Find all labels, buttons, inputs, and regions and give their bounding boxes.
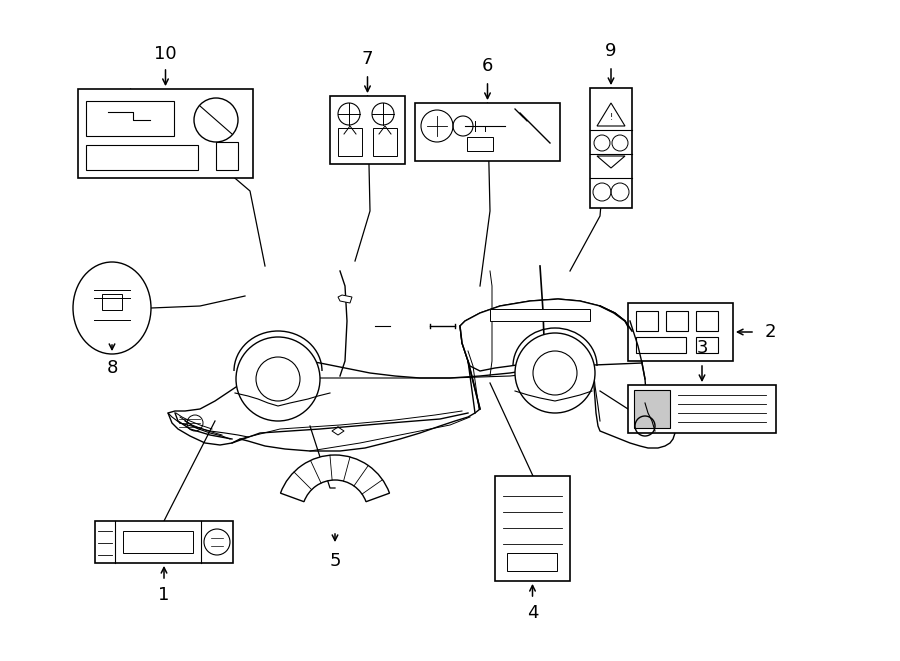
Bar: [415, 103, 560, 161]
Bar: [636, 337, 686, 353]
Bar: [628, 385, 776, 433]
Circle shape: [533, 351, 577, 395]
Text: 8: 8: [106, 359, 118, 377]
Circle shape: [256, 357, 300, 401]
Bar: [86, 145, 198, 170]
Wedge shape: [281, 455, 390, 502]
Bar: [338, 128, 362, 156]
Text: !: !: [609, 114, 613, 122]
Bar: [330, 96, 405, 164]
Polygon shape: [168, 299, 675, 451]
Circle shape: [236, 337, 320, 421]
Bar: [495, 476, 570, 581]
Bar: [590, 88, 632, 208]
Bar: [467, 137, 493, 151]
Bar: [666, 311, 688, 331]
Bar: [507, 553, 557, 571]
Text: 3: 3: [697, 339, 707, 357]
Ellipse shape: [73, 262, 151, 354]
Polygon shape: [460, 299, 642, 371]
Bar: [696, 337, 718, 353]
Text: 6: 6: [482, 57, 493, 75]
Bar: [216, 142, 238, 170]
Bar: [102, 294, 122, 310]
Bar: [628, 303, 733, 361]
Text: 7: 7: [362, 50, 374, 68]
Text: 1: 1: [158, 586, 170, 604]
Text: 5: 5: [329, 552, 341, 570]
Bar: [636, 311, 658, 331]
Text: 2: 2: [764, 323, 776, 341]
Text: 10: 10: [154, 45, 176, 63]
Bar: [123, 531, 193, 553]
Circle shape: [515, 333, 595, 413]
Bar: [634, 390, 670, 428]
Text: 4: 4: [526, 604, 538, 622]
Bar: [696, 311, 718, 331]
Bar: [86, 101, 174, 136]
Bar: [490, 309, 590, 321]
Polygon shape: [338, 295, 352, 303]
Bar: [78, 89, 253, 178]
Bar: [95, 521, 233, 563]
Bar: [373, 128, 397, 156]
Text: 9: 9: [605, 42, 617, 60]
